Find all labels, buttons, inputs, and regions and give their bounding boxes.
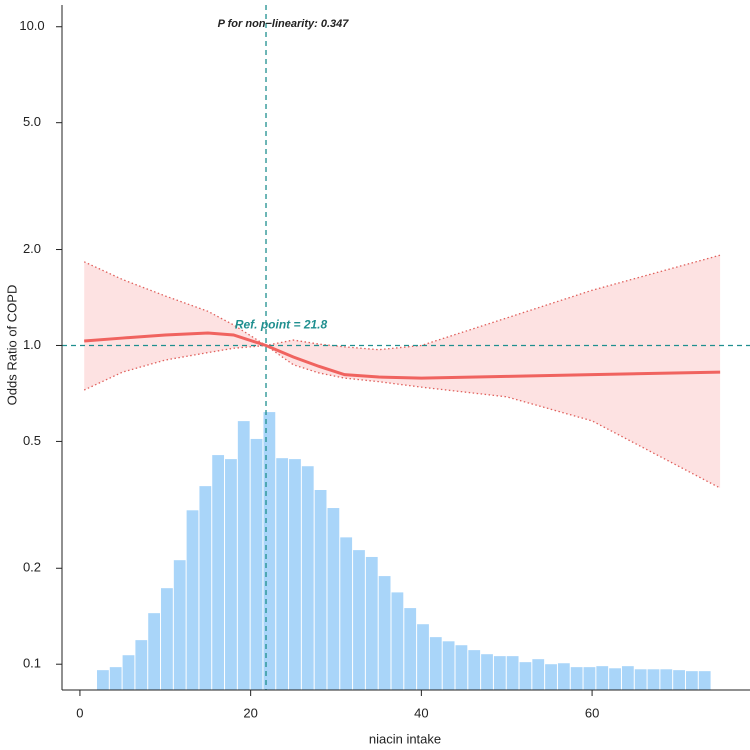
y-tick-label: 0.1 — [23, 656, 41, 671]
y-tick-label: 10.0 — [19, 18, 44, 33]
confidence-band — [84, 255, 721, 489]
histogram-bar — [596, 666, 609, 690]
histogram-bar — [429, 637, 442, 690]
y-tick-label: 5.0 — [23, 114, 41, 129]
y-axis-label: Odds Ratio of COPD — [4, 285, 19, 406]
histogram-bar — [148, 613, 161, 690]
histogram-bar — [634, 669, 647, 690]
histogram-bar — [698, 671, 711, 690]
histogram-bar — [340, 537, 353, 690]
histogram-bar — [468, 650, 481, 690]
histogram-bar — [122, 655, 135, 690]
histogram-bar — [135, 640, 148, 690]
histogram-bar — [237, 421, 250, 690]
histogram-bar — [378, 576, 391, 690]
histogram-bar — [621, 666, 634, 690]
histogram-bar — [289, 459, 301, 690]
y-tick-label: 2.0 — [23, 241, 41, 256]
histogram-bar — [583, 667, 596, 690]
histogram-bar — [481, 654, 493, 690]
histogram-bar — [353, 550, 365, 690]
histogram-bar — [404, 608, 417, 690]
band-edge — [83, 254, 721, 351]
histogram-bar — [417, 624, 429, 690]
histogram-bar — [365, 556, 378, 690]
histogram-bar — [455, 645, 468, 690]
x-axis-label: niacin intake — [369, 731, 441, 746]
histogram-bar — [314, 490, 327, 690]
histogram-bar — [161, 588, 173, 690]
histogram-bar — [109, 667, 122, 690]
histogram-bar — [570, 667, 583, 690]
annotation: P for non−linearity: 0.347 — [218, 18, 350, 30]
x-tick-label: 40 — [414, 705, 428, 720]
x-tick-label: 0 — [76, 705, 83, 720]
annotation: Ref. point = 21.8 — [235, 318, 328, 332]
histogram-bar — [225, 459, 237, 690]
histogram-bar — [609, 668, 621, 690]
histogram-bar — [186, 510, 199, 690]
histogram-bar — [263, 412, 276, 690]
histogram-bar — [327, 508, 340, 690]
histogram-bar — [685, 671, 698, 690]
histogram-bar — [173, 560, 186, 690]
x-tick-label: 20 — [243, 705, 257, 720]
y-tick-label: 0.2 — [23, 560, 41, 575]
histogram-bar — [493, 656, 506, 690]
histogram-bar — [545, 664, 557, 690]
histogram-bar — [532, 659, 545, 690]
or-curve — [84, 331, 721, 380]
histogram-bar — [506, 656, 519, 690]
histogram-bar — [647, 669, 660, 690]
histogram-bar — [199, 486, 212, 690]
x-tick-label: 60 — [585, 705, 599, 720]
histogram-bar — [96, 670, 109, 690]
y-tick-label: 1.0 — [23, 337, 41, 352]
histogram-bar — [212, 455, 225, 690]
histogram-bar — [673, 670, 685, 690]
histogram-bar — [276, 458, 289, 690]
histogram-bar — [660, 669, 673, 690]
histogram-bar — [442, 641, 455, 690]
y-tick-label: 0.5 — [23, 433, 41, 448]
histogram-bar — [250, 438, 263, 690]
histogram-bar — [557, 663, 570, 690]
histogram-bar — [391, 592, 404, 690]
histogram-bar — [301, 466, 314, 690]
histogram-bar — [519, 662, 532, 690]
